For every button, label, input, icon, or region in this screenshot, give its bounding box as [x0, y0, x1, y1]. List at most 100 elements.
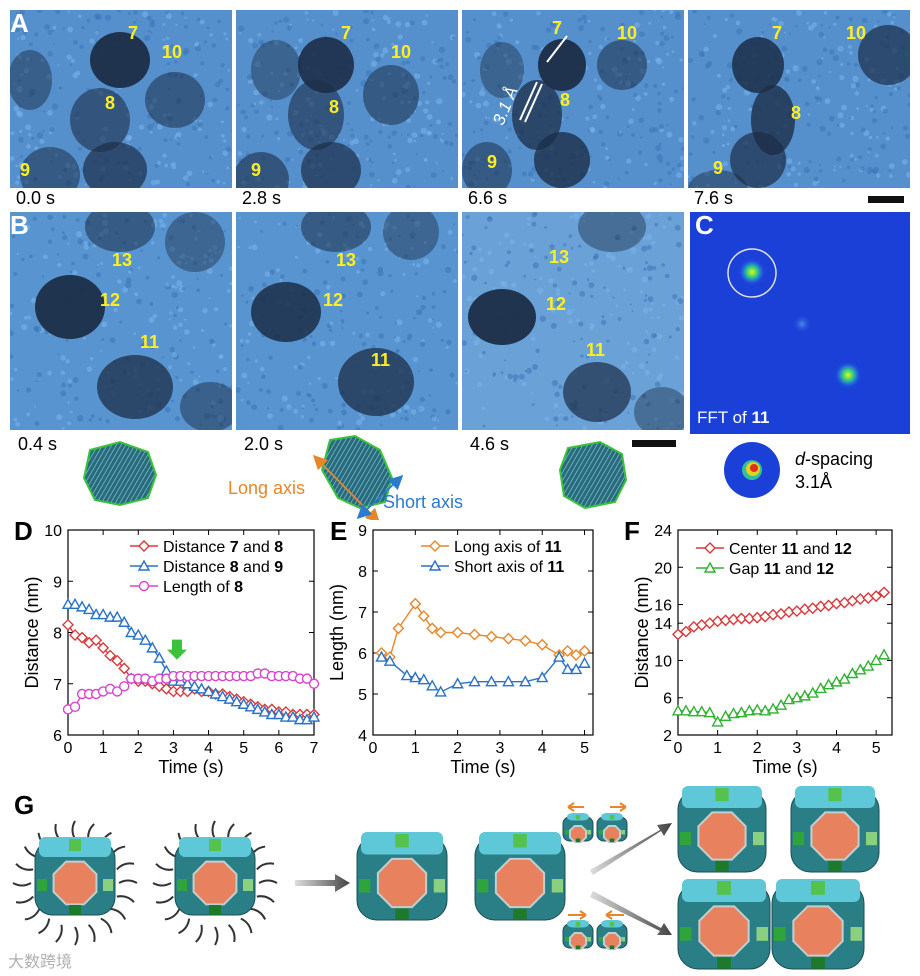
particle-label-11: 11 [586, 340, 606, 360]
data-point [68, 597, 82, 610]
y-tick-label: 2 [663, 728, 672, 745]
data-point [451, 677, 464, 689]
frame-time-a-0: 0.0 s [16, 188, 56, 208]
frame-time-a-2: 6.6 s [468, 188, 508, 208]
data-point [75, 600, 89, 612]
data-point [153, 651, 166, 663]
particle-label-7: 7 [341, 23, 352, 43]
particle-label-12: 12 [100, 290, 121, 310]
x-tick-label: 4 [538, 740, 547, 757]
data-point [375, 650, 388, 662]
data-point [790, 605, 803, 618]
series-line-1 [381, 655, 585, 693]
y-tick-label: 5 [358, 687, 367, 704]
x-axis-label: Time (s) [158, 757, 223, 777]
data-point [775, 607, 788, 620]
data-point [409, 671, 422, 683]
particle-label-12: 12 [323, 290, 344, 310]
short-axis-label: Short axis [383, 492, 464, 512]
data-point [96, 608, 110, 620]
y-axis-label: Distance (nm) [22, 576, 42, 688]
series-0 [672, 586, 891, 641]
series-1 [375, 650, 591, 697]
series-2 [62, 668, 320, 715]
data-point [132, 628, 145, 640]
data-point [104, 649, 117, 662]
data-point [846, 594, 859, 607]
y-tick-label: 20 [654, 560, 672, 577]
x-tick-label: 2 [453, 740, 462, 757]
data-point [854, 663, 867, 675]
legend-label-1: Short axis of 11 [454, 559, 564, 576]
small-cube-pair-bottom-b [596, 920, 628, 951]
tem-frame-a-0: 7 10 8 9 [10, 10, 232, 188]
data-point [409, 597, 422, 610]
data-point [272, 708, 286, 720]
x-tick-label: 2 [753, 740, 762, 757]
data-point [485, 630, 498, 643]
chart-panel-e: 0 1 2 3 4 5 4 5 6 7 8 9 Time (s) Length (nm) Long axis… [327, 523, 594, 777]
x-axis-label: Time (s) [450, 757, 515, 777]
y-tick-label: 9 [53, 574, 62, 591]
fft-image [690, 212, 910, 434]
data-point [695, 619, 708, 632]
data-point [258, 705, 271, 717]
data-point [307, 710, 321, 722]
data-point [814, 681, 827, 694]
legend-label-2: Length of 8 [163, 579, 243, 596]
y-tick-label: 7 [358, 605, 367, 622]
short-axis-arrow [356, 475, 404, 519]
tem-frame-b-1: 13 12 11 [236, 212, 458, 430]
data-point [679, 625, 692, 638]
attached-nanocube-2 [771, 879, 865, 970]
data-point [552, 650, 566, 662]
panel-c-letter: C [695, 210, 714, 240]
data-point [569, 662, 583, 675]
data-point [468, 675, 481, 687]
data-point [119, 681, 130, 692]
separation-arrow-top-right [610, 802, 627, 812]
legend-marker [138, 540, 150, 552]
data-point [417, 610, 430, 623]
data-point [561, 644, 574, 657]
data-point [308, 678, 320, 689]
y-tick-label: 4 [358, 728, 367, 745]
y-tick-label: 7 [53, 677, 62, 694]
particle-label-10: 10 [391, 42, 412, 62]
y-tick-label: 10 [654, 653, 672, 670]
y-tick-label: 8 [358, 564, 367, 581]
data-point [846, 667, 859, 679]
data-point [383, 654, 397, 666]
data-point [870, 590, 883, 603]
y-axis-label: Length (nm) [327, 584, 347, 681]
bare-nanocube-1 [356, 832, 448, 921]
data-point [671, 704, 685, 716]
small-cube-pair-bottom-a [562, 920, 594, 951]
data-point [727, 707, 740, 719]
data-point [139, 633, 152, 645]
data-point [111, 654, 124, 667]
legend-marker [137, 559, 151, 571]
data-point [519, 675, 532, 687]
data-point [743, 704, 756, 716]
data-point [711, 715, 724, 727]
x-tick-label: 2 [134, 740, 143, 757]
data-point [301, 673, 313, 684]
panel-b-letter: B [10, 210, 29, 240]
data-point [751, 703, 764, 715]
ligand-capped-nanocube-1 [34, 837, 116, 916]
y-tick-label: 9 [358, 523, 367, 540]
legend-marker [429, 540, 441, 552]
tem-frame-b-0: 13 12 11 [10, 212, 232, 430]
x-tick-label: 5 [239, 740, 248, 757]
data-point [806, 602, 819, 615]
data-point [735, 612, 748, 625]
x-tick-label: 5 [580, 740, 589, 757]
d-spacing-rest: -spacing [805, 449, 874, 469]
data-point [468, 628, 481, 641]
tem-frame-a-2: 7 10 8 9 3.1 Å [462, 10, 684, 188]
legend-marker [703, 561, 717, 573]
particle-label-8: 8 [560, 90, 571, 110]
approach-arrow-bottom-left [568, 910, 587, 920]
data-point [125, 626, 138, 638]
